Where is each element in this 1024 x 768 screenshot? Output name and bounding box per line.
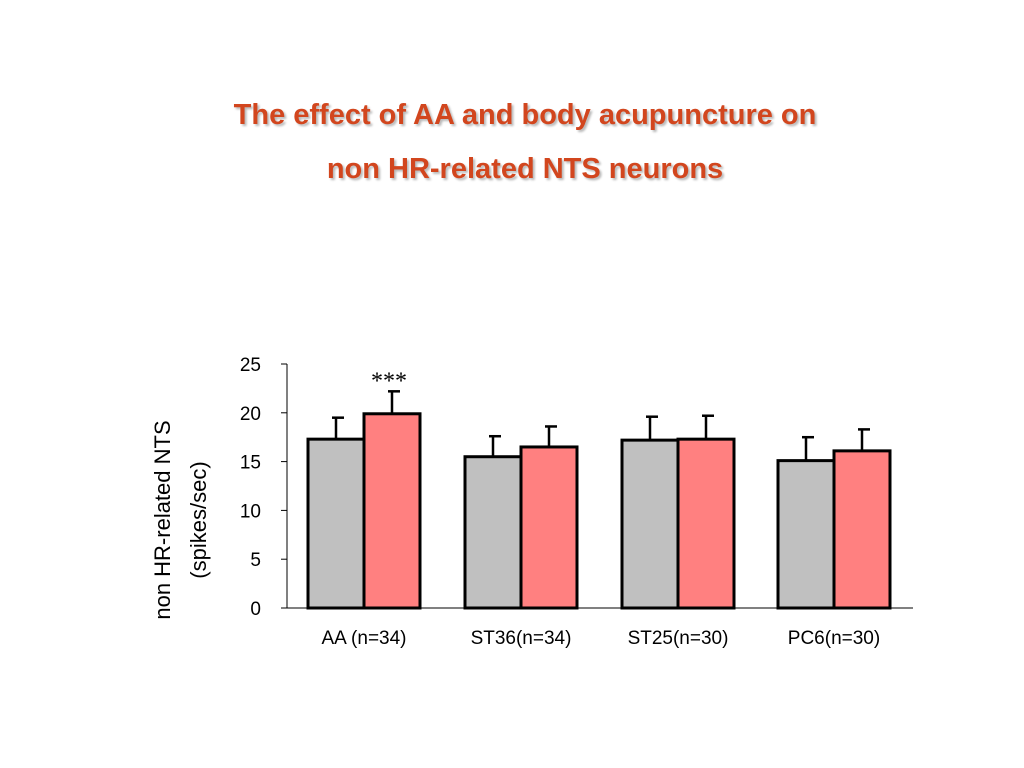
y-tick-label: 0 (250, 599, 261, 620)
bar (362, 412, 422, 610)
bar (832, 449, 892, 610)
y-axis-label: non HR-related NTS (150, 420, 175, 619)
y-tick-label: 25 (240, 355, 261, 376)
significance-marker: *** (371, 368, 407, 394)
bar (620, 438, 680, 610)
y-tick-label: 5 (250, 550, 261, 571)
x-tick-label: ST25(n=30) (628, 628, 729, 649)
bar (676, 437, 736, 610)
page-title: The effect of AA and body acupuncture on… (0, 88, 1024, 196)
bar (776, 459, 836, 610)
y-tick-label: 15 (240, 453, 261, 474)
bar (519, 445, 579, 610)
bar (463, 455, 523, 610)
title-line-1: The effect of AA and body acupuncture on (233, 99, 817, 131)
y-axis-label: (spikes/sec) (186, 461, 211, 578)
x-tick-label: ST36(n=34) (471, 628, 572, 649)
title-line-2: non HR-related NTS neurons (326, 153, 724, 185)
bar (306, 437, 366, 610)
x-tick-label: AA (n=34) (321, 628, 406, 649)
y-tick-label: 10 (240, 501, 261, 522)
x-tick-label: PC6(n=30) (788, 628, 880, 649)
y-tick-label: 20 (240, 404, 261, 425)
